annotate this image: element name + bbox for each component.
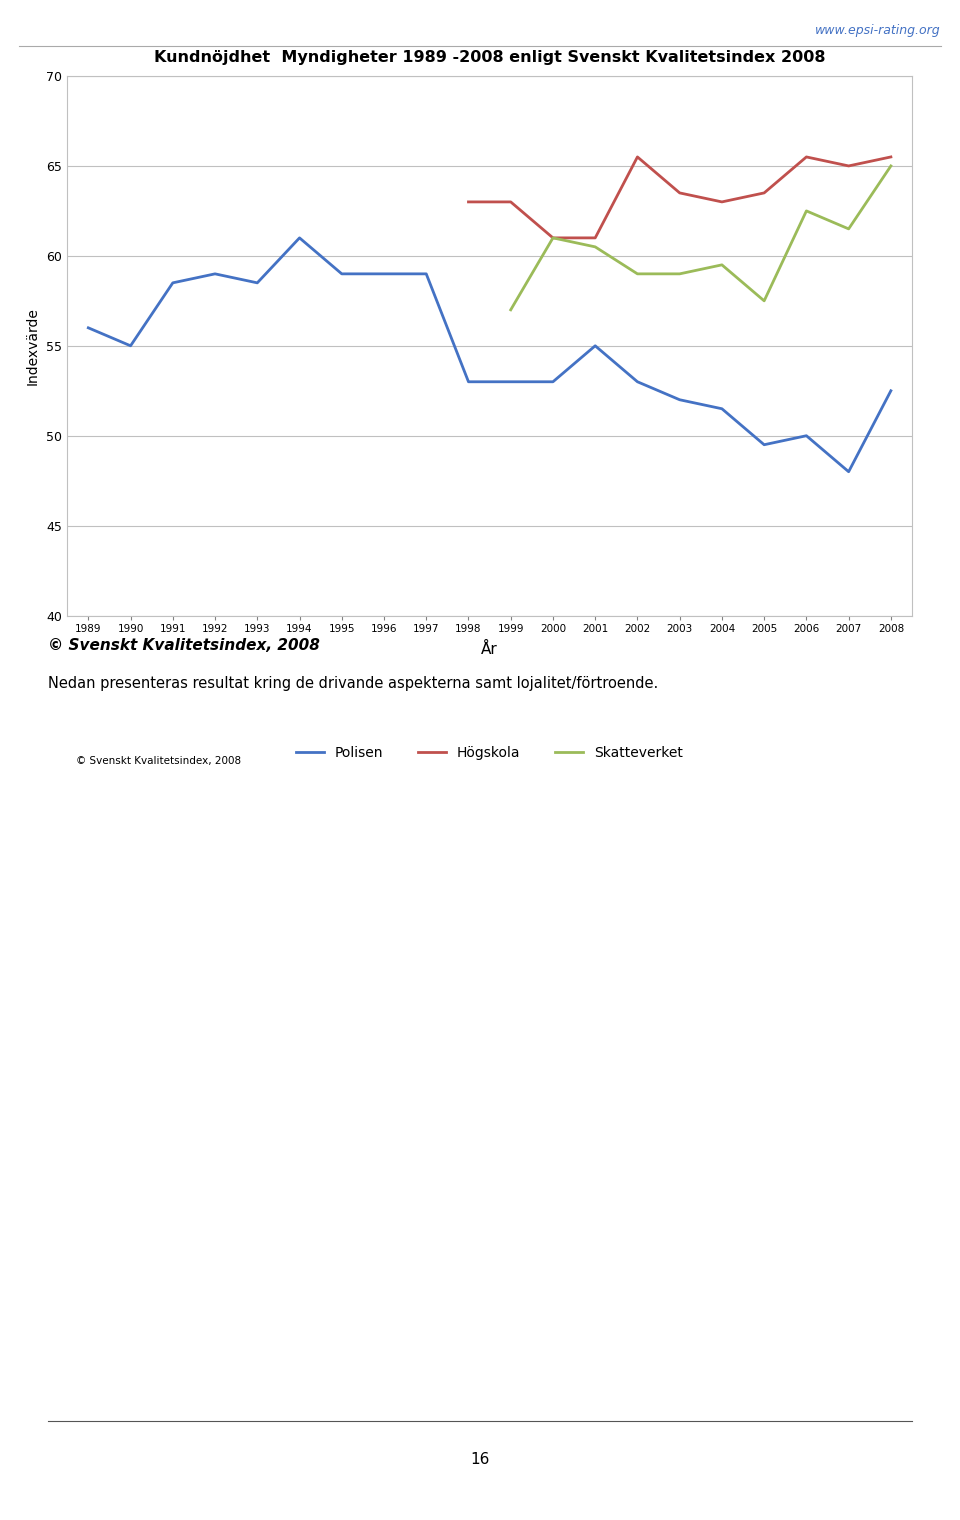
Polisen (252, 274, 263, 292)
Polisen (674, 391, 685, 409)
Skatteverket (674, 264, 685, 283)
Polisen (547, 372, 559, 391)
Högskola (843, 157, 854, 175)
Legend: Polisen, Högskola, Skatteverket: Polisen, Högskola, Skatteverket (296, 746, 684, 760)
Högskola (632, 147, 643, 166)
Högskola (758, 184, 770, 202)
Text: www.epsi-rating.org: www.epsi-rating.org (815, 24, 941, 38)
Title: Kundnöjdhet  Myndigheter 1989 -2008 enligt Svenskt Kvalitetsindex 2008: Kundnöjdhet Myndigheter 1989 -2008 enlig… (154, 50, 826, 65)
Skatteverket (758, 292, 770, 310)
Polisen (505, 372, 516, 391)
Polisen (209, 264, 221, 283)
Polisen (632, 372, 643, 391)
Polisen (843, 462, 854, 480)
Text: © Svenskt Kvalitetsindex, 2008: © Svenskt Kvalitetsindex, 2008 (76, 755, 241, 766)
Högskola (547, 230, 559, 248)
Polisen (716, 400, 728, 418)
Högskola (505, 193, 516, 211)
Högskola (885, 147, 897, 166)
Y-axis label: Indexvärde: Indexvärde (25, 307, 39, 385)
Högskola (589, 230, 601, 248)
Högskola (716, 193, 728, 211)
Text: © Svenskt Kvalitetsindex, 2008: © Svenskt Kvalitetsindex, 2008 (48, 638, 320, 654)
Skatteverket (505, 301, 516, 319)
Skatteverket (801, 202, 812, 220)
Polisen (801, 427, 812, 445)
Skatteverket (547, 230, 559, 248)
Högskola (463, 193, 474, 211)
Polisen (463, 372, 474, 391)
Text: Nedan presenteras resultat kring de drivande aspekterna samt lojalitet/förtroend: Nedan presenteras resultat kring de driv… (48, 676, 659, 692)
Polisen (589, 337, 601, 356)
Skatteverket (589, 237, 601, 255)
Skatteverket (716, 255, 728, 274)
Polisen (420, 264, 432, 283)
Skatteverket (632, 264, 643, 283)
Line: Högskola: Högskola (468, 157, 891, 239)
Skatteverket (843, 220, 854, 239)
Skatteverket (885, 157, 897, 175)
Line: Polisen: Polisen (88, 239, 891, 471)
Polisen (885, 382, 897, 400)
X-axis label: År: År (481, 643, 498, 657)
Högskola (674, 184, 685, 202)
Polisen (167, 274, 179, 292)
Polisen (758, 436, 770, 454)
Högskola (801, 147, 812, 166)
Text: 16: 16 (470, 1452, 490, 1467)
Polisen (378, 264, 390, 283)
Polisen (83, 319, 94, 337)
Polisen (125, 337, 136, 356)
Polisen (336, 264, 348, 283)
Polisen (294, 230, 305, 248)
Line: Skatteverket: Skatteverket (511, 166, 891, 310)
